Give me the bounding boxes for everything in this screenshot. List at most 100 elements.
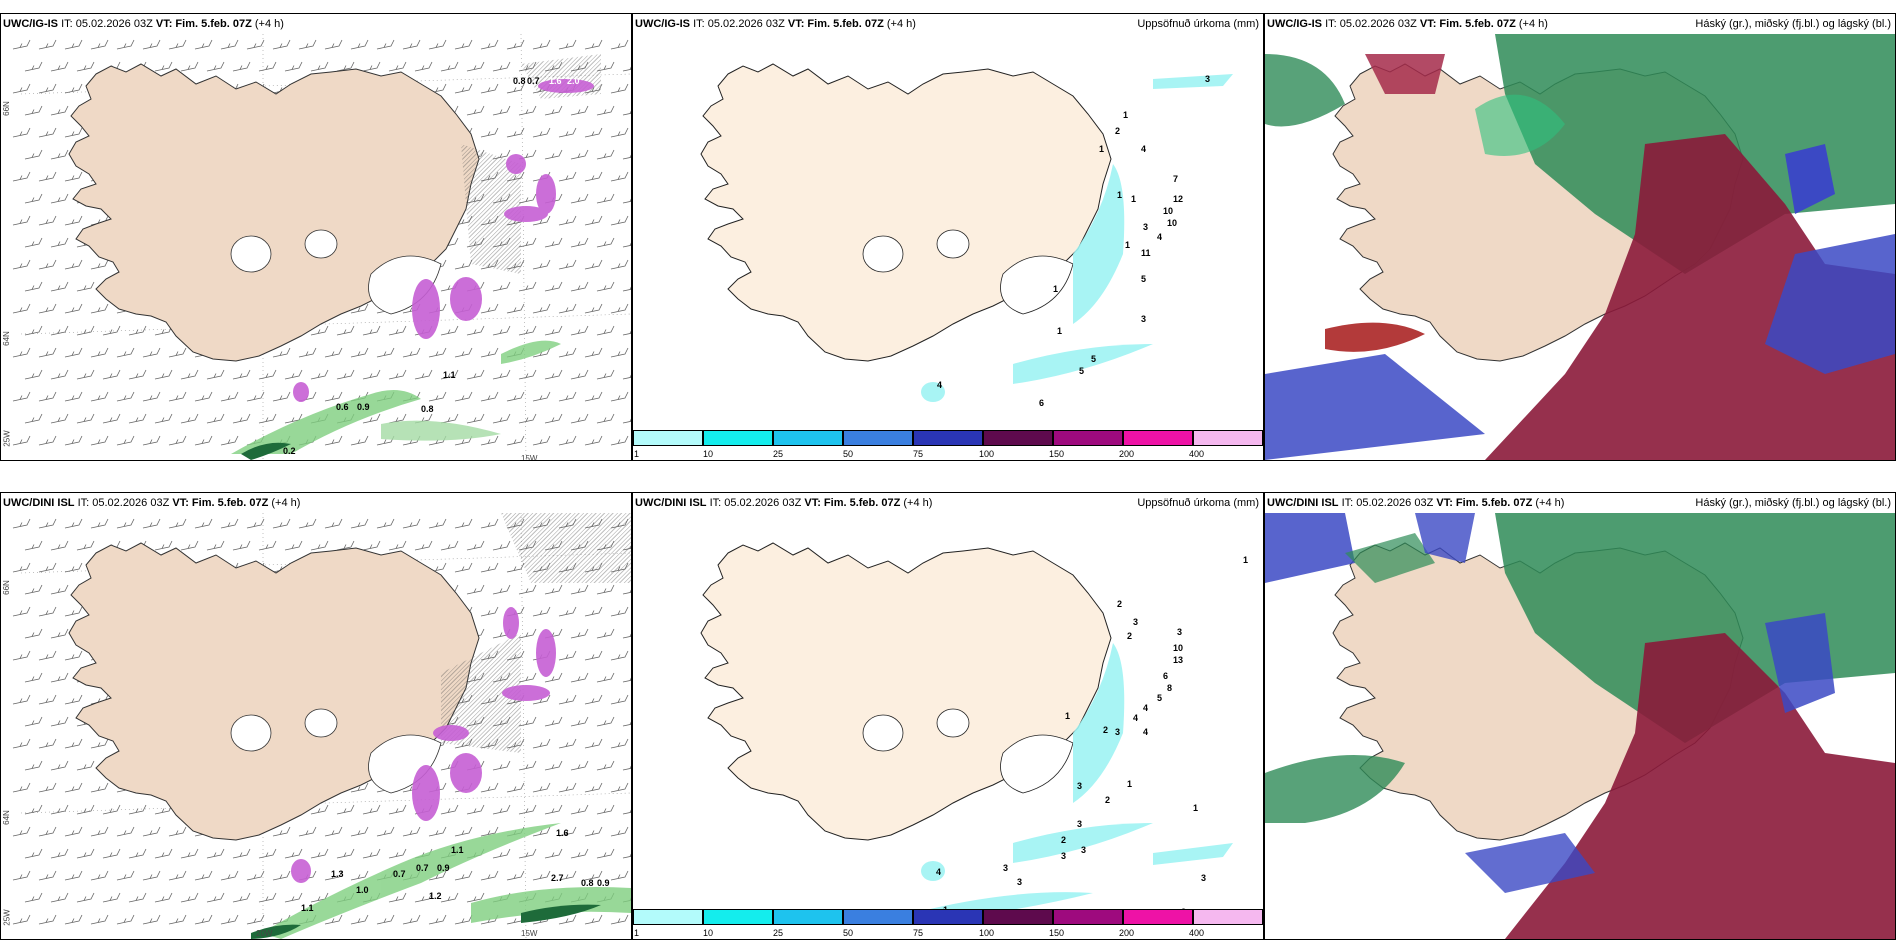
- wind-barb: [50, 281, 69, 292]
- wind-barb: [90, 391, 109, 402]
- wind-barb: [622, 154, 631, 160]
- panel-igis-clouds: UWC/IG-IS IT: 05.02.2026 03Z VT: Fim. 5.…: [1264, 13, 1896, 461]
- panel-dini-clouds: UWC/DINI ISL IT: 05.02.2026 03Z VT: Fim.…: [1264, 492, 1896, 940]
- colorbar-label: 1: [634, 928, 640, 938]
- wind-barb: [50, 149, 69, 160]
- wind-barb: [64, 391, 83, 402]
- wind-barb: [180, 369, 199, 380]
- wind-barb: [518, 325, 537, 336]
- wind-barb: [610, 738, 629, 749]
- wind-barb: [12, 303, 31, 314]
- wind-barb: [310, 540, 329, 551]
- lead-time: (+4 h): [903, 497, 933, 509]
- wind-barb: [492, 325, 511, 336]
- lon-label: 15W: [521, 454, 538, 461]
- wind-barb: [584, 435, 603, 446]
- wind-barb: [350, 347, 369, 358]
- wind-barb: [50, 628, 69, 639]
- wind-barb: [414, 540, 433, 551]
- wind-barb: [466, 61, 485, 72]
- wind-barb: [480, 435, 499, 446]
- wind-barb: [246, 914, 265, 925]
- cloud-map: [1265, 513, 1895, 939]
- wind-barb: [492, 105, 511, 116]
- wind-barb: [350, 39, 369, 50]
- colorbar-label: 400: [1189, 928, 1205, 938]
- wind-barb: [284, 61, 303, 72]
- wind-barb: [466, 892, 485, 903]
- value-label: 4: [1133, 713, 1139, 723]
- wind-barb: [428, 391, 447, 402]
- lead-time: (+4 h): [271, 497, 301, 509]
- wind-barb: [596, 628, 615, 639]
- wind-barb: [324, 39, 343, 50]
- wind-barb: [232, 892, 251, 903]
- wind-barb: [610, 83, 629, 94]
- wind-barb: [12, 259, 31, 270]
- value-label: 5: [1157, 693, 1163, 703]
- wind-barb: [24, 413, 43, 424]
- init-time: IT: 05.02.2026 03Z: [1341, 497, 1434, 509]
- wind-barb: [596, 61, 615, 72]
- wind-barb: [544, 584, 563, 595]
- wind-barb: [246, 518, 265, 529]
- wind-barb: [544, 369, 563, 380]
- wind-barb: [50, 848, 69, 859]
- wind-barb: [12, 870, 31, 881]
- wind-barb: [610, 391, 629, 402]
- wind-barb: [64, 39, 83, 50]
- wind-barb: [180, 892, 199, 903]
- wind-barb: [272, 518, 291, 529]
- wind-barb: [258, 540, 277, 551]
- valid-time: VT: Fim. 5.feb. 07Z: [172, 497, 269, 509]
- wind-barb: [38, 347, 57, 358]
- wind-barb: [388, 892, 407, 903]
- wind-barb: [12, 39, 31, 50]
- wind-barb: [272, 826, 291, 837]
- wind-barb: [310, 325, 329, 336]
- value-label: 1: [1057, 326, 1063, 336]
- value-label: 2: [1105, 795, 1111, 805]
- wind-barb: [388, 848, 407, 859]
- wind-barb: [142, 914, 161, 925]
- wind-barb: [24, 628, 43, 639]
- wind-barb: [492, 584, 511, 595]
- value-label: 0.9: [357, 402, 370, 412]
- wind-barb: [544, 848, 563, 859]
- wind-barb: [194, 518, 213, 529]
- wind-barb: [284, 540, 303, 551]
- wind-barb: [24, 281, 43, 292]
- value-label: 1: [1123, 110, 1129, 120]
- wind-barb: [454, 347, 473, 358]
- wind-barb: [480, 347, 499, 358]
- value-label: 3: [1017, 877, 1023, 887]
- wind-barb: [544, 237, 563, 248]
- wind-barb: [38, 215, 57, 226]
- wind-barb: [12, 782, 31, 793]
- wind-barb: [570, 672, 589, 683]
- wind-barb: [544, 760, 563, 771]
- wind-barb: [466, 413, 485, 424]
- wind-barb: [596, 369, 615, 380]
- wind-barb: [544, 149, 563, 160]
- wind-barb: [610, 215, 629, 226]
- wind-barb: [24, 369, 43, 380]
- wind-barb: [518, 105, 537, 116]
- value-label: 3: [1141, 314, 1147, 324]
- wind-barb: [558, 347, 577, 358]
- wind-barb: [76, 325, 95, 336]
- wind-barb: [90, 914, 109, 925]
- wind-barb: [558, 870, 577, 881]
- lat-label: 66N: [1, 580, 11, 595]
- wind-barb: [206, 848, 225, 859]
- wind-barb: [64, 83, 83, 94]
- colorbar-label: 1: [634, 449, 640, 459]
- lat-label: 66N: [1, 101, 11, 116]
- wind-barb: [570, 369, 589, 380]
- wind-barb: [596, 716, 615, 727]
- wind-barb: [258, 892, 277, 903]
- wind-barb: [518, 193, 537, 204]
- wind-barb: [440, 325, 459, 336]
- wind-barb: [102, 325, 121, 336]
- wind-barb: [12, 694, 31, 705]
